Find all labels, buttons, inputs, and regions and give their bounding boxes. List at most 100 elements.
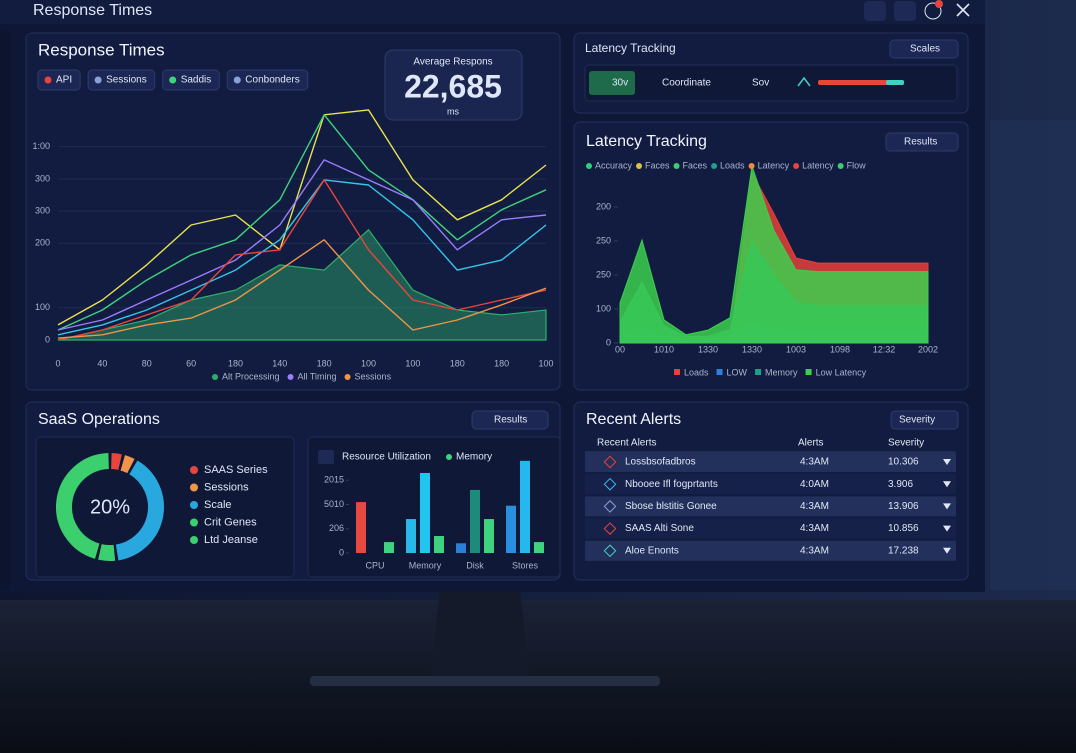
bar [420, 472, 430, 553]
chart-title: Resource Utilization [342, 452, 431, 463]
y-tick-label: 206 [329, 523, 344, 533]
line [57, 239, 547, 339]
alert-row[interactable] [585, 452, 956, 472]
x-tick-label: 60 [186, 358, 196, 368]
alert-cell: 17.238 [888, 545, 919, 556]
x-tick-label: Disk [466, 560, 484, 570]
filter-chip[interactable] [226, 69, 309, 91]
bar [456, 543, 466, 553]
filter-chip[interactable] [87, 69, 156, 91]
expand-arrow[interactable] [943, 503, 951, 510]
average-card [384, 49, 523, 121]
panel-title: Recent Alerts [586, 411, 681, 428]
panel-title: SaaS Operations [38, 411, 160, 428]
y-tick-label: 300 [35, 173, 50, 183]
expand-arrow[interactable] [943, 547, 951, 554]
legend-swatch [586, 163, 592, 169]
legend-swatch [805, 369, 812, 375]
close-button[interactable] [956, 3, 970, 17]
chip-icon [44, 76, 52, 84]
results-button[interactable] [885, 132, 959, 152]
scales-button[interactable] [889, 39, 959, 59]
slider-track[interactable] [818, 80, 904, 85]
x-tick-label: 1098 [830, 344, 850, 354]
alert-cell: 4:0AM [800, 479, 829, 490]
layout-button[interactable] [894, 1, 916, 21]
bar-icon [318, 450, 334, 464]
y-tick-label: 250 [596, 235, 611, 245]
legend-label: Faces [645, 160, 670, 170]
severity-button[interactable] [890, 410, 959, 430]
donut-segment [56, 453, 110, 559]
alert-row[interactable] [585, 518, 956, 539]
x-tick-label: 12:32 [873, 344, 896, 354]
y-tick-label: 100 [35, 302, 50, 312]
legend-swatch [344, 374, 351, 380]
x-tick-label: 1003 [786, 344, 806, 354]
toolbar-item[interactable]: Sov [752, 78, 769, 89]
y-tick-label: 200 [596, 201, 611, 211]
legend-swatch [793, 163, 800, 169]
legend-label: Flow [847, 160, 867, 170]
legend-label: Scale [204, 499, 232, 511]
alert-cell: 4:3AM [800, 501, 829, 512]
x-tick-label: 100 [361, 358, 376, 368]
alert-icon [603, 500, 617, 513]
x-tick-label: 1010 [654, 344, 674, 354]
server-rack [990, 120, 1076, 590]
x-tick-label: 180 [317, 358, 332, 368]
bar [506, 505, 516, 553]
line [57, 179, 547, 341]
expand-arrow[interactable] [943, 481, 951, 488]
alert-row[interactable] [585, 474, 956, 495]
alert-row[interactable] [585, 540, 956, 561]
x-tick-label: 180 [494, 358, 509, 368]
bar [470, 489, 480, 553]
chip-icon [94, 76, 102, 84]
alert-cell: Lossbsofadbros [625, 457, 696, 468]
average-unit: ms [447, 106, 459, 116]
x-tick-label: Stores [512, 560, 539, 570]
y-tick-label: 250 [596, 269, 611, 279]
chip-label: Sessions [106, 75, 147, 86]
alert-row[interactable] [585, 496, 956, 517]
bar [534, 542, 544, 553]
alert-cell: 4:3AM [800, 523, 829, 534]
legend-swatch [446, 454, 452, 460]
expand-arrow[interactable] [943, 525, 951, 532]
line [57, 109, 547, 326]
y-tick-label: 100 [596, 303, 611, 313]
column-header: Alerts [798, 438, 824, 449]
legend-swatch [190, 466, 198, 474]
stand-base [310, 676, 660, 686]
legend-label: Memory [765, 367, 798, 377]
legend-label: Accuracy [595, 160, 633, 170]
alert-cell: 10.856 [888, 523, 919, 534]
x-tick-label: 1330 [698, 344, 718, 354]
legend-label: Loads [720, 160, 745, 170]
donut-segment [110, 453, 122, 470]
window-title: Response Times [33, 2, 152, 19]
expand-arrow[interactable] [943, 459, 951, 465]
legend-label: All Timing [298, 371, 337, 381]
column-header: Recent Alerts [597, 438, 656, 449]
legend-label: Faces [683, 160, 708, 170]
alert-icon [603, 522, 617, 535]
toolbar-item[interactable]: 30v [612, 78, 628, 89]
refresh-button[interactable] [864, 1, 886, 21]
notifications-button[interactable] [924, 2, 942, 20]
results-button[interactable] [471, 410, 549, 430]
donut-segment [98, 544, 116, 561]
sidebar [0, 30, 10, 590]
bar [484, 519, 494, 553]
legend-label: Sessions [355, 371, 392, 381]
chip-icon [169, 76, 177, 84]
alert-icon [603, 455, 617, 469]
toolbar-item[interactable]: Coordinate [662, 78, 711, 89]
filter-chip[interactable] [37, 69, 81, 91]
average-value: 22,685 [404, 68, 502, 104]
alert-cell: 3.906 [888, 479, 913, 490]
toolbar-item-bg[interactable] [589, 71, 635, 95]
title-bar [0, 0, 985, 24]
filter-chip[interactable] [162, 69, 220, 91]
